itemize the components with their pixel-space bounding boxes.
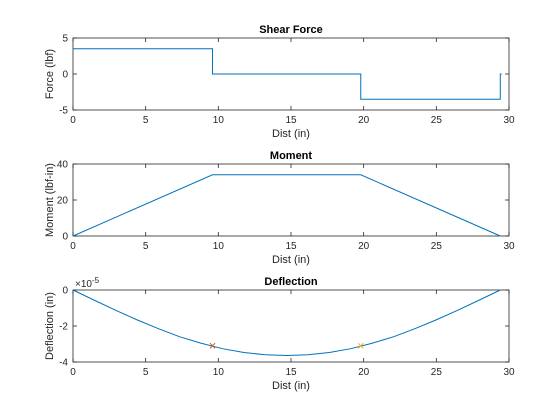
x-tick-label: 10 — [213, 115, 225, 126]
chart-title: Shear Force — [259, 24, 323, 36]
subplot-deflection: 0 5 10 15 20 25 30 -4 -2 0 ×10-5 Deflection Dist (in… — [44, 276, 515, 392]
x-tick-label: 20 — [358, 241, 370, 252]
x-axis-label: Dist (in) — [272, 254, 310, 266]
chart-title: Deflection — [264, 276, 317, 288]
y-tick-label: 0 — [62, 232, 68, 243]
chart-title: Moment — [270, 150, 313, 162]
x-marker — [357, 342, 364, 349]
x-tick-label: 30 — [503, 241, 515, 252]
x-marker-stroke — [209, 342, 216, 349]
x-tick-label: 30 — [503, 115, 515, 126]
x-tick-label: 5 — [143, 115, 149, 126]
x-tick-label: 25 — [431, 367, 443, 378]
x-tick-label: 10 — [213, 241, 225, 252]
x-tick-label: 0 — [70, 115, 76, 126]
y-tick-label: 5 — [62, 34, 68, 45]
y-tick-label: -2 — [59, 322, 68, 333]
y-tick-label: -5 — [59, 106, 68, 117]
x-tick-label: 0 — [70, 241, 76, 252]
y-tick-label: 0 — [62, 70, 68, 81]
y-axis-label: Moment (lbf-in) — [44, 163, 56, 237]
x-tick-label: 25 — [431, 241, 443, 252]
x-tick-label: 0 — [70, 367, 76, 378]
x-tick-label: 20 — [358, 115, 370, 126]
x-tick-label: 5 — [143, 241, 149, 252]
y-exponent-label: ×10-5 — [75, 276, 100, 290]
y-axis-label: Force (lbf) — [44, 49, 56, 99]
y-tick-label: 40 — [57, 160, 69, 171]
plot-area — [72, 289, 510, 363]
x-tick-label: 15 — [285, 241, 297, 252]
x-marker-stroke — [357, 342, 364, 349]
x-tick-label: 25 — [431, 115, 443, 126]
x-tick-label: 20 — [358, 367, 370, 378]
x-tick-label: 10 — [213, 367, 225, 378]
x-marker — [209, 342, 216, 349]
x-tick-label: 15 — [285, 115, 297, 126]
x-tick-label: 30 — [503, 367, 515, 378]
series-line — [72, 174, 501, 237]
x-axis-label: Dist (in) — [272, 128, 310, 140]
x-tick-label: 15 — [285, 367, 297, 378]
x-axis-label: Dist (in) — [272, 380, 310, 392]
y-tick-label: 0 — [62, 286, 68, 297]
subplot-moment: 0 5 10 15 20 25 30 0 20 40 Moment Dist (in) Moment (… — [44, 150, 515, 266]
x-tick-label: 5 — [143, 367, 149, 378]
series-line — [72, 289, 501, 357]
y-axis-label: Deflection (in) — [44, 292, 56, 360]
y-tick-label: -4 — [59, 358, 68, 369]
y-tick-label: 20 — [57, 196, 69, 207]
series-line — [73, 48, 502, 100]
